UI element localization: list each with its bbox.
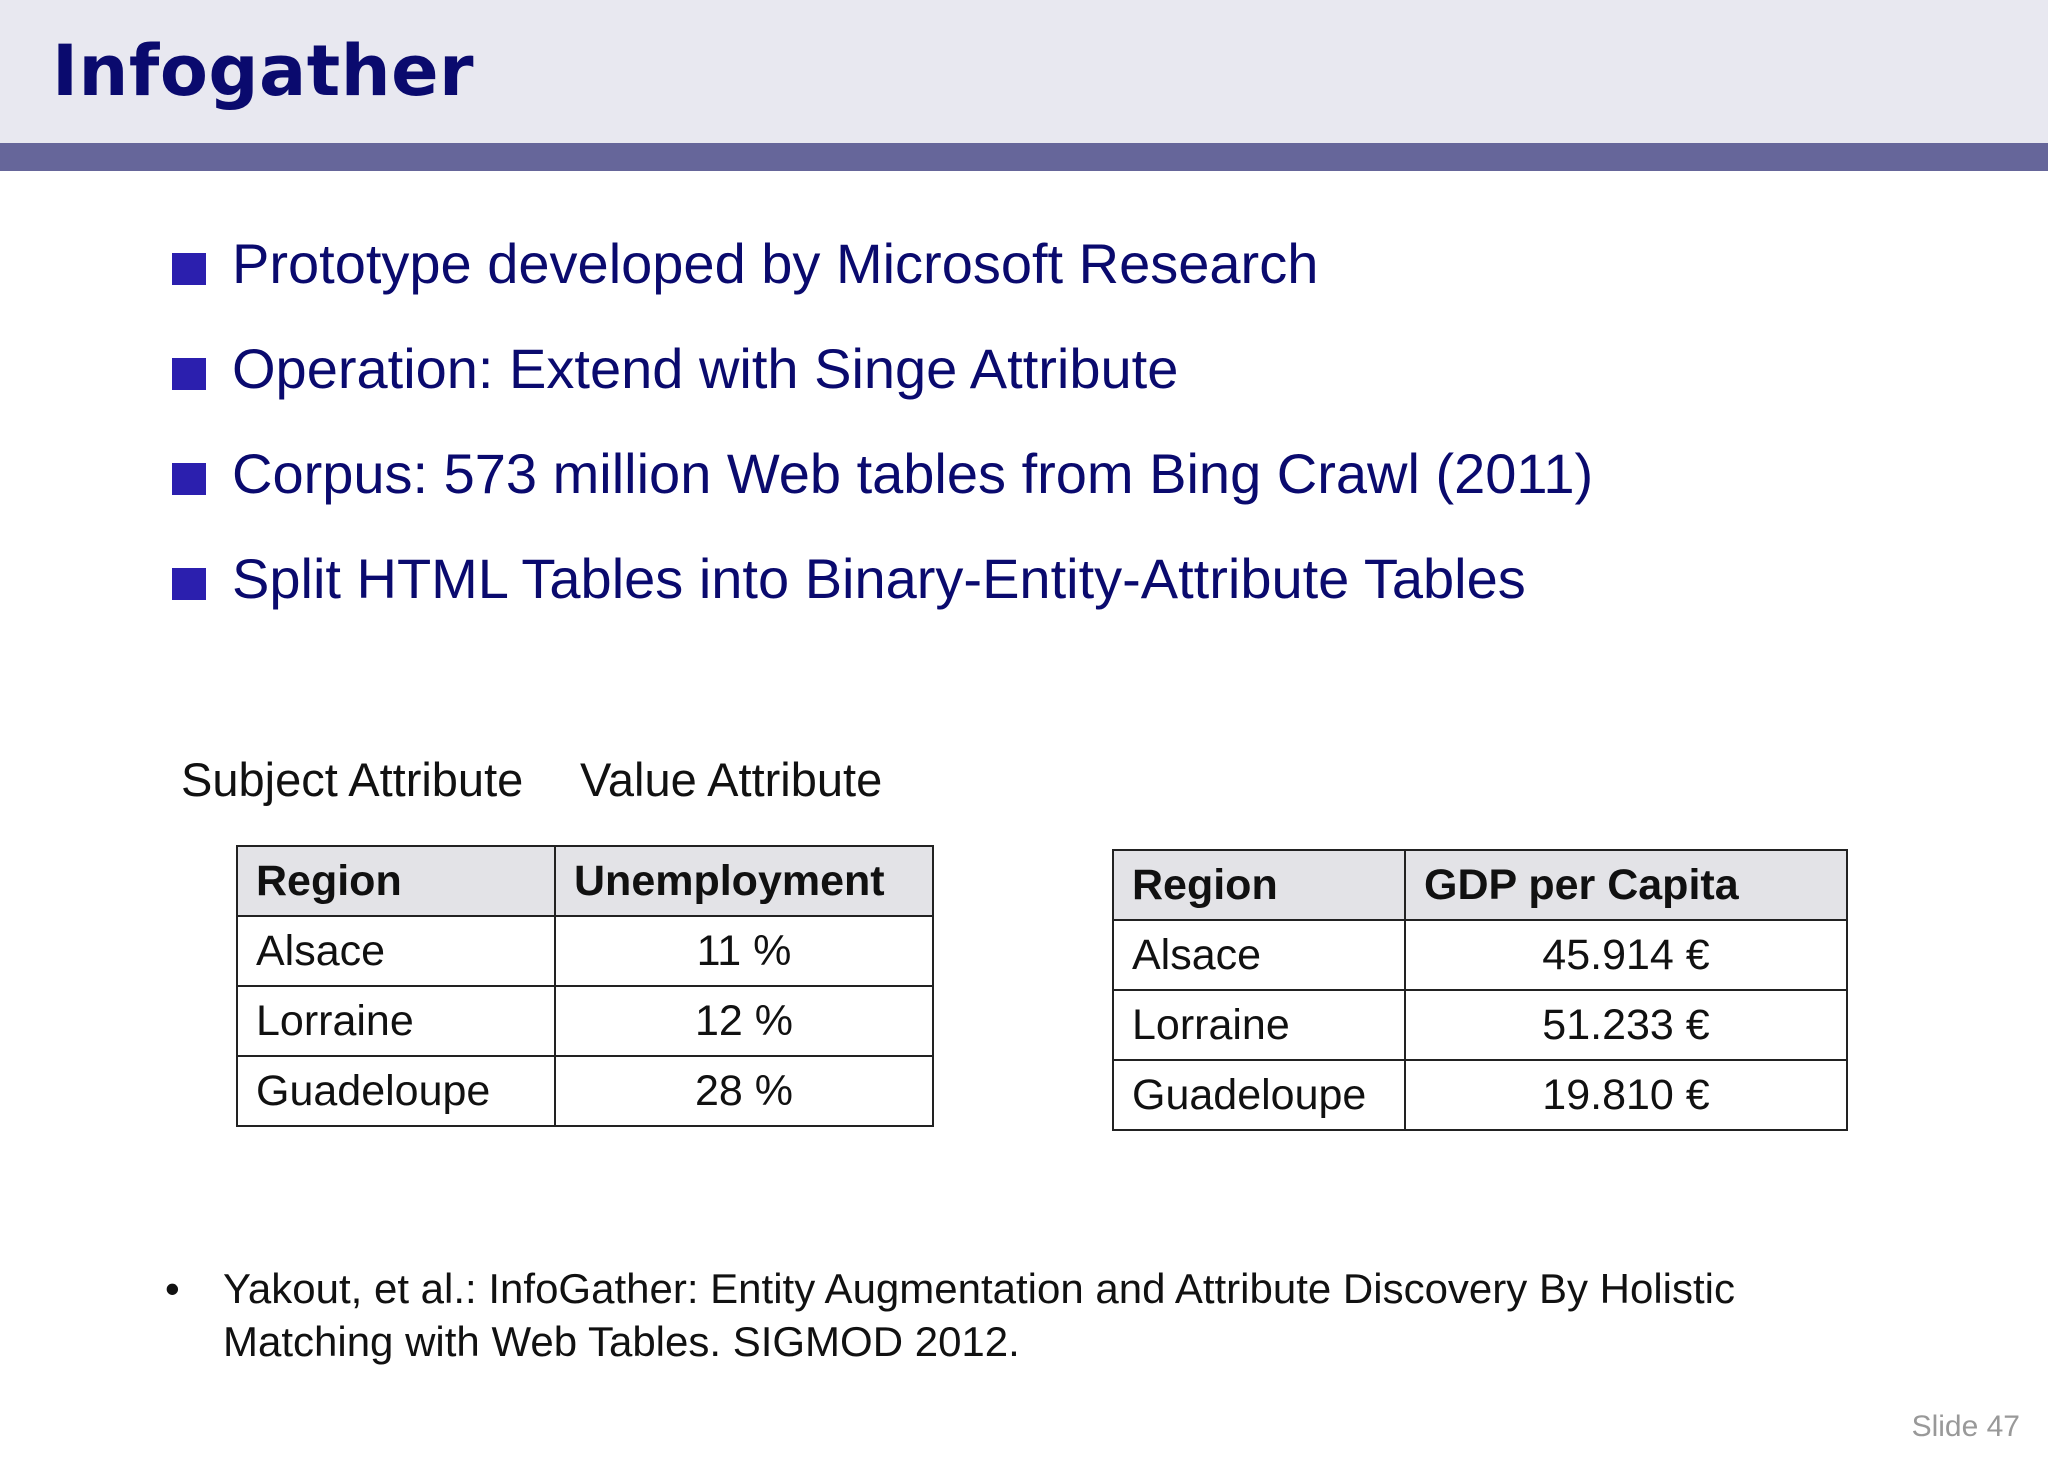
- header-divider-bar: [0, 143, 2048, 171]
- table-cell: 12 %: [554, 985, 934, 1057]
- column-header: Region: [236, 845, 556, 917]
- column-header: GDP per Capita: [1404, 849, 1848, 921]
- table-cell: Guadeloupe: [1112, 1059, 1406, 1131]
- table-cell: 11 %: [554, 915, 934, 987]
- table-row: Alsace 45.914 €: [1112, 919, 1848, 991]
- bullet-dot-icon: •: [165, 1265, 180, 1312]
- bullet-text: Prototype developed by Microsoft Researc…: [232, 232, 1319, 295]
- square-bullet-icon: [172, 358, 206, 390]
- bullet-item: Operation: Extend with Singe Attribute: [172, 333, 1593, 438]
- value-attribute-label: Value Attribute: [580, 753, 883, 806]
- gdp-table: Region GDP per Capita Alsace 45.914 € Lo…: [1112, 849, 1848, 1131]
- table-header-row: Region GDP per Capita: [1112, 849, 1848, 921]
- slide-title: Infogather: [52, 30, 475, 112]
- table-cell: 28 %: [554, 1055, 934, 1127]
- unemployment-table: Region Unemployment Alsace 11 % Lorraine…: [236, 845, 934, 1127]
- bullet-item: Corpus: 573 million Web tables from Bing…: [172, 438, 1593, 543]
- table-header-row: Region Unemployment: [236, 845, 934, 917]
- subject-attribute-label: Subject Attribute: [181, 753, 524, 806]
- bullet-text: Split HTML Tables into Binary-Entity-Att…: [232, 547, 1526, 610]
- bullet-item: Prototype developed by Microsoft Researc…: [172, 228, 1593, 333]
- bullet-item: Split HTML Tables into Binary-Entity-Att…: [172, 543, 1593, 648]
- table-row: Guadeloupe 28 %: [236, 1055, 934, 1127]
- table-cell: Alsace: [1112, 919, 1406, 991]
- bullet-list: Prototype developed by Microsoft Researc…: [172, 228, 1593, 648]
- column-header: Unemployment: [554, 845, 934, 917]
- table-cell: Lorraine: [236, 985, 556, 1057]
- table-row: Alsace 11 %: [236, 915, 934, 987]
- table-row: Guadeloupe 19.810 €: [1112, 1059, 1848, 1131]
- table-cell: Lorraine: [1112, 989, 1406, 1061]
- reference-citation: • Yakout, et al.: InfoGather: Entity Aug…: [165, 1262, 1735, 1368]
- square-bullet-icon: [172, 253, 206, 285]
- bullet-text: Corpus: 573 million Web tables from Bing…: [232, 442, 1594, 505]
- table-cell: Guadeloupe: [236, 1055, 556, 1127]
- table-cell: 45.914 €: [1404, 919, 1848, 991]
- table-cell: 51.233 €: [1404, 989, 1848, 1061]
- slide-header: [0, 0, 2048, 143]
- reference-line: Yakout, et al.: InfoGather: Entity Augme…: [223, 1265, 1735, 1312]
- table-cell: Alsace: [236, 915, 556, 987]
- bullet-text: Operation: Extend with Singe Attribute: [232, 337, 1179, 400]
- square-bullet-icon: [172, 568, 206, 600]
- table-cell: 19.810 €: [1404, 1059, 1848, 1131]
- table-row: Lorraine 51.233 €: [1112, 989, 1848, 1061]
- table-row: Lorraine 12 %: [236, 985, 934, 1057]
- slide-number: Slide 47: [1911, 1410, 2020, 1443]
- column-header: Region: [1112, 849, 1406, 921]
- square-bullet-icon: [172, 463, 206, 495]
- reference-line: Matching with Web Tables. SIGMOD 2012.: [223, 1318, 1020, 1365]
